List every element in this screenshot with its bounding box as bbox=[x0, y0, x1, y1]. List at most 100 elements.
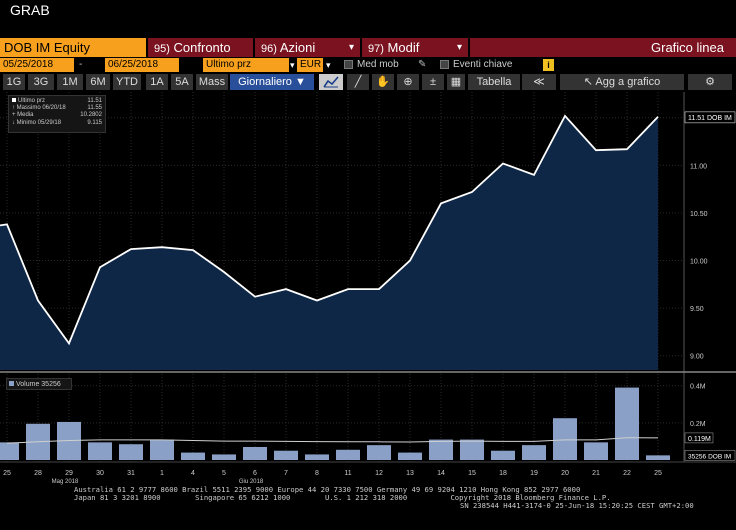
info-icon[interactable]: i bbox=[543, 59, 554, 71]
eventi-checkbox[interactable] bbox=[440, 60, 449, 69]
x-tick-label: 19 bbox=[530, 470, 538, 477]
price-line bbox=[0, 114, 659, 346]
volume-bar bbox=[88, 442, 112, 460]
menu-number: 96) bbox=[261, 43, 277, 55]
volume-tick-label: 0.2M bbox=[690, 421, 706, 428]
line-chart-icon-button[interactable] bbox=[319, 74, 343, 90]
agg-grafico-button[interactable]: ↖ Agg a grafico bbox=[560, 74, 684, 90]
frequency-value: Giornaliero bbox=[238, 76, 292, 88]
legend-value: 9.115 bbox=[87, 119, 102, 126]
price-tick-label: 10.50 bbox=[690, 211, 708, 218]
volume-bar bbox=[119, 444, 143, 460]
period-5a[interactable]: 5A bbox=[171, 74, 193, 90]
menu-azioni[interactable]: 96) Azioni ▾ bbox=[255, 38, 360, 57]
collapse-icon[interactable]: ≪ bbox=[522, 74, 556, 90]
footer: Australia 61 2 9777 8600 Brazil 5511 239… bbox=[0, 486, 736, 510]
ticker-field[interactable]: DOB IM Equity bbox=[0, 38, 146, 57]
price-gridlines bbox=[0, 92, 685, 462]
legend-value: 11.51 bbox=[87, 98, 102, 104]
zoom-icon[interactable]: ⊕ bbox=[397, 74, 419, 90]
period-mass[interactable]: Mass bbox=[196, 74, 228, 90]
frequency-select[interactable]: Giornaliero ▼ bbox=[230, 74, 314, 90]
volume-bar bbox=[460, 439, 484, 460]
period-6m[interactable]: 6M bbox=[86, 74, 110, 90]
dropdown-arrow-icon: ▾ bbox=[456, 42, 462, 53]
volume-bar bbox=[0, 442, 19, 460]
volume-bar bbox=[243, 447, 267, 460]
volume-last-value: 35256 bbox=[688, 453, 706, 460]
plus-icon: + bbox=[12, 112, 18, 119]
month-label: Giu 2018 bbox=[239, 479, 264, 485]
period-1g[interactable]: 1G bbox=[3, 74, 25, 90]
x-tick-label: 15 bbox=[468, 470, 476, 477]
price-legend: Ultimo prz 11.51 ↑ Massimo 06/20/18 11.55 … bbox=[8, 95, 106, 133]
x-tick-label: 11 bbox=[344, 470, 351, 477]
arrow-up-icon: ↑ bbox=[12, 105, 17, 112]
volume-bar bbox=[212, 454, 236, 460]
x-tick-label: 25 bbox=[3, 470, 11, 477]
currency-dropdown-icon[interactable]: ▾ bbox=[326, 60, 331, 70]
legend-swatch bbox=[12, 98, 16, 102]
x-tick-label: 29 bbox=[65, 470, 73, 477]
period-1a[interactable]: 1A bbox=[146, 74, 168, 90]
volume-avg-tag: 0.119M bbox=[688, 436, 711, 443]
x-tick-label: 13 bbox=[406, 470, 414, 477]
volume-last-tag: 35256 DOB IM bbox=[688, 453, 731, 460]
field-select-value: Ultimo prz bbox=[206, 59, 252, 70]
annotation-icon[interactable]: ▦ bbox=[447, 74, 465, 90]
footer-line: SN 238544 H441-3174-0 25-Jun-18 15:20:25… bbox=[460, 501, 694, 510]
last-price-value: 11.51 bbox=[688, 115, 705, 122]
currency-select[interactable]: EUR bbox=[297, 58, 323, 72]
agg-grafico-label: Agg a grafico bbox=[595, 76, 661, 88]
volume-gridlines bbox=[0, 385, 682, 424]
arrow-icon: ↖ bbox=[583, 76, 596, 88]
tabella-button[interactable]: Tabella bbox=[468, 74, 520, 90]
x-tick-label: 22 bbox=[623, 470, 631, 477]
eventi-label: Eventi chiave bbox=[453, 59, 513, 70]
period-1m[interactable]: 1M bbox=[57, 74, 83, 90]
last-price-ticker: DOB IM bbox=[707, 115, 732, 122]
legend-label: Media bbox=[17, 112, 34, 119]
menu-modif[interactable]: 97) Modif ▾ bbox=[362, 38, 468, 57]
volume-legend: Volume 35256 bbox=[6, 378, 72, 390]
x-tick-label: 7 bbox=[284, 470, 288, 477]
volume-bar bbox=[429, 439, 453, 460]
x-tick-label: 31 bbox=[127, 470, 135, 477]
menu-confronto[interactable]: 95) Confronto bbox=[148, 38, 253, 57]
draw-line-icon[interactable]: ╱ bbox=[347, 74, 369, 90]
hand-icon[interactable]: ✋ bbox=[372, 74, 394, 90]
x-tick-label: 8 bbox=[315, 470, 319, 477]
volume-bar bbox=[584, 442, 608, 460]
arrow-down-icon: ↓ bbox=[12, 119, 17, 126]
menu-label: Modif bbox=[387, 40, 420, 55]
pencil-icon[interactable]: ✎ bbox=[418, 59, 427, 70]
chart-type-label[interactable]: Grafico linea bbox=[470, 38, 736, 57]
volume-legend-label: Volume 35256 bbox=[16, 381, 61, 388]
menu-label: Azioni bbox=[279, 40, 316, 55]
period-3g[interactable]: 3G bbox=[28, 74, 54, 90]
volume-bar bbox=[615, 387, 639, 460]
date-to-input[interactable]: 06/25/2018 bbox=[105, 58, 179, 72]
plus-minus-icon[interactable]: ± bbox=[422, 74, 444, 90]
menu-number: 97) bbox=[368, 43, 384, 55]
window-title: GRAB bbox=[10, 2, 50, 18]
field-dropdown-icon[interactable]: ▾ bbox=[290, 60, 295, 70]
x-tick-label: 14 bbox=[437, 470, 445, 477]
date-from-input[interactable]: 05/25/2018 bbox=[0, 58, 74, 72]
last-price-tag: 11.51 DOB IM bbox=[688, 115, 732, 122]
period-ytd[interactable]: YTD bbox=[113, 74, 141, 90]
volume-bar bbox=[305, 454, 329, 460]
last-price-tag-box bbox=[684, 111, 736, 124]
price-tick-label: 10.00 bbox=[690, 259, 708, 266]
field-select[interactable]: Ultimo prz bbox=[203, 58, 289, 72]
x-tick-label: 28 bbox=[34, 470, 42, 477]
x-tick-label: 5 bbox=[222, 470, 226, 477]
legend-label: Massimo 06/20/18 bbox=[16, 105, 66, 112]
price-area bbox=[0, 115, 658, 371]
volume-bar bbox=[181, 452, 205, 460]
volume-last-tag-box bbox=[684, 450, 736, 461]
med-mob-checkbox[interactable] bbox=[344, 60, 353, 69]
volume-bar bbox=[646, 455, 670, 460]
settings-gear-icon[interactable]: ⚙ bbox=[688, 74, 732, 90]
x-tick-label: 12 bbox=[375, 470, 383, 477]
